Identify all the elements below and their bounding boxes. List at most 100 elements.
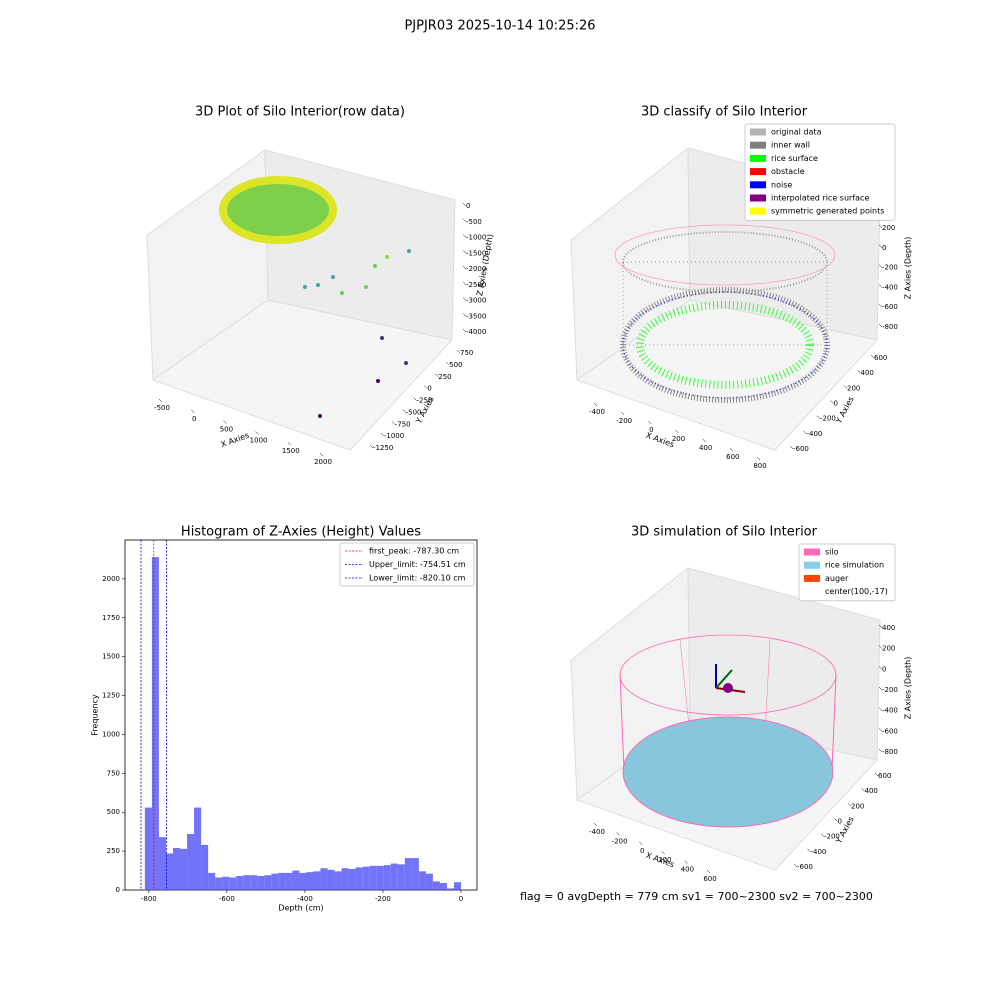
x-tick [729, 447, 734, 452]
z-tick [878, 224, 883, 229]
legend-box [339, 542, 475, 587]
x-tick-label: -500 [154, 404, 170, 412]
x-tick [616, 832, 620, 836]
y-tick [874, 772, 879, 777]
x-tick [191, 409, 195, 413]
z-tick [462, 250, 467, 254]
y-tick-label: -250 [417, 397, 433, 405]
y-tick-label: 750 [107, 769, 120, 777]
z-tick [878, 666, 883, 670]
z-tick-label: -200 [882, 264, 898, 272]
y-tick-label: 250 [107, 847, 120, 855]
x-tick [661, 851, 665, 855]
y-label: Frequency [91, 694, 100, 736]
y-tick [803, 430, 807, 435]
y-tick [380, 432, 385, 437]
bar [369, 865, 377, 890]
bar [236, 876, 244, 890]
legend-label: center(100,-17) [825, 587, 888, 596]
y-tick [847, 803, 852, 807]
y-tick-label: -600 [797, 863, 813, 871]
legend-label: noise [771, 180, 792, 189]
bar [151, 557, 159, 890]
title: 3D classify of Silo Interior [641, 105, 808, 120]
bar [194, 807, 202, 890]
z-tick-label: -500 [466, 218, 482, 226]
y-tick-label: -500 [406, 408, 422, 416]
z-tick-label: 200 [882, 224, 895, 232]
bar [390, 863, 398, 890]
z-tick-label: 0 [882, 665, 886, 673]
y-tick [816, 415, 821, 419]
x-tick-label: -200 [375, 895, 391, 903]
title: Histogram of Z-Axies (Height) Values [181, 525, 421, 540]
bar [341, 868, 349, 890]
y-tick-label: 0 [116, 886, 120, 894]
x-tick-label: -200 [616, 417, 632, 425]
y-tick [843, 385, 848, 389]
z-label: Z Axies (Depth) [904, 237, 913, 300]
z-tick [462, 234, 467, 238]
y-tick-label: -1250 [373, 444, 393, 452]
y-tick-label: 600 [878, 772, 891, 780]
x-tick-label: 400 [699, 444, 712, 452]
bar [313, 871, 321, 890]
legend-label: inner wall [771, 141, 810, 150]
y-tick-label: 1000 [102, 730, 120, 738]
legend-swatch [750, 128, 766, 136]
legend-swatch [804, 561, 820, 569]
x-tick-label: 600 [726, 453, 739, 461]
y-tick [807, 848, 811, 853]
z-tick-label: -600 [882, 303, 898, 311]
x-tick [593, 822, 598, 827]
z-tick [878, 323, 883, 328]
z-tick-label: -400 [882, 283, 898, 291]
bar [229, 877, 237, 890]
bar [362, 866, 370, 890]
z-tick-label: -2500 [466, 281, 486, 289]
x-tick-label: -400 [589, 828, 605, 836]
bar [383, 865, 391, 890]
y-tick [445, 361, 450, 366]
legend-label: symmetric generated points [771, 207, 884, 216]
x-tick [620, 411, 625, 416]
x-tick [223, 420, 227, 424]
z-tick [462, 218, 467, 222]
bar [334, 871, 342, 890]
x-tick-label: -600 [219, 895, 235, 903]
bar [257, 876, 265, 890]
y-tick-label: 400 [861, 369, 874, 377]
legend-swatch [750, 207, 766, 215]
bar [320, 868, 328, 890]
z-tick [878, 244, 883, 248]
bar [278, 872, 286, 890]
x-tick-label: -400 [297, 895, 313, 903]
z-tick [878, 686, 883, 691]
z-tick [878, 264, 883, 268]
bar [404, 858, 412, 890]
x-tick-label: 0 [459, 895, 463, 903]
y-tick [402, 409, 406, 413]
y-tick [789, 445, 794, 450]
z-tick-label: -1000 [466, 234, 486, 242]
y-tick [834, 818, 838, 822]
x-tick [756, 456, 761, 461]
z-tick-label: -2000 [466, 265, 486, 273]
bar [250, 875, 258, 890]
y-tick [830, 400, 834, 404]
x-tick-label: 0 [640, 847, 644, 855]
legend-label: rice surface [771, 154, 818, 163]
z-tick [878, 707, 883, 711]
x-tick-label: 200 [658, 856, 671, 864]
z-tick [462, 202, 467, 207]
z-tick [462, 313, 467, 317]
legend-swatch [804, 548, 820, 556]
z-tick [878, 624, 883, 629]
y-tick [435, 373, 439, 377]
y-tick-label: 0 [834, 400, 838, 408]
bar [285, 872, 293, 890]
y-tick-label: 1500 [102, 653, 120, 661]
z-tick-label: 0 [466, 202, 470, 210]
legend-label: auger [825, 574, 849, 583]
bar [355, 867, 363, 890]
